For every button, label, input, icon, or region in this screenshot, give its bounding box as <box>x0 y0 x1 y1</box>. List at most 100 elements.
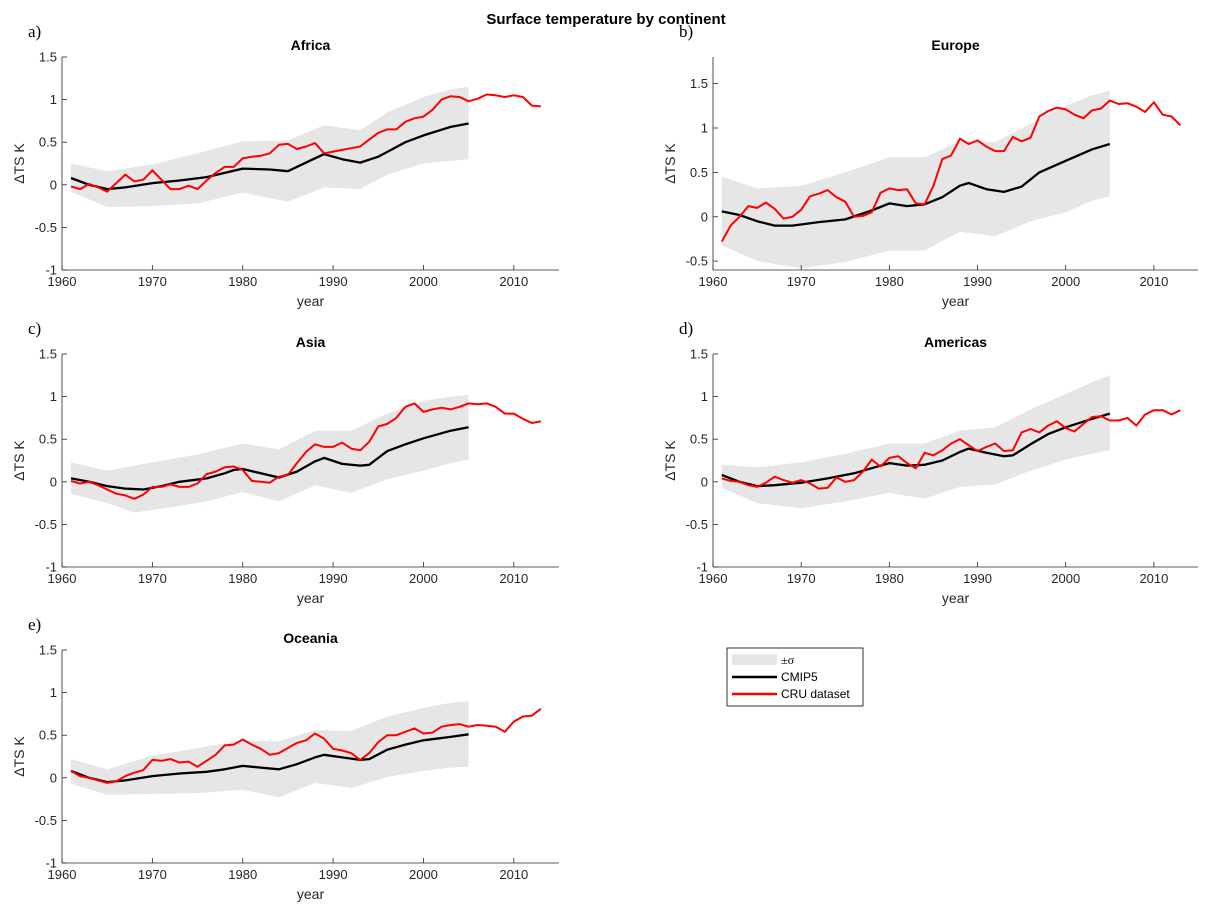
y-tick-label: 1 <box>50 389 57 404</box>
y-tick-label: -1 <box>45 560 57 575</box>
x-tick-label: 1960 <box>48 571 77 586</box>
x-tick-label: 1960 <box>48 274 77 289</box>
panel-title: Americas <box>924 334 987 350</box>
sigma-band <box>721 90 1110 269</box>
x-tick-label: 1960 <box>48 867 77 882</box>
x-axis-label: year <box>942 293 970 309</box>
y-tick-label: 0 <box>50 474 57 489</box>
panel-title: Africa <box>291 37 331 53</box>
y-tick-label: -0.5 <box>35 220 57 235</box>
panel-americas: 1960 1970 1980 1990 2000 2010 -1 -0.5 0 0.5 1 1.5 Am… <box>662 319 1198 606</box>
x-axis-label: year <box>297 293 325 309</box>
sigma-band <box>71 394 469 513</box>
y-tick-label: -0.5 <box>35 517 57 532</box>
panel-africa: 1960 1970 1980 1990 2000 2010 -1 -0.5 0 0.5 1 1.5 Af… <box>11 22 559 309</box>
y-tick-label: 1.5 <box>690 76 708 91</box>
y-tick-label: -0.5 <box>686 254 708 269</box>
x-tick-label: 2010 <box>499 571 528 586</box>
x-tick-label: 1980 <box>875 274 904 289</box>
x-tick-label: 1990 <box>319 867 348 882</box>
panel-europe: 1960 1970 1980 1990 2000 2010 -0.5 0 0.5 1 1.5 Euro… <box>662 22 1198 309</box>
panel-title: Asia <box>296 334 326 350</box>
x-tick-label: 1970 <box>787 571 816 586</box>
x-tick-label: 1990 <box>963 274 992 289</box>
x-tick-label: 1980 <box>875 571 904 586</box>
panel-title: Oceania <box>283 630 338 646</box>
panel-asia: 1960 1970 1980 1990 2000 2010 -1 -0.5 0 0.5 1 1.5 As… <box>11 319 559 606</box>
y-tick-label: 1 <box>50 685 57 700</box>
cru-line <box>721 409 1181 490</box>
panel-title: Europe <box>931 37 979 53</box>
legend-cmip-label: CMIP5 <box>781 670 818 684</box>
y-tick-label: -0.5 <box>35 813 57 828</box>
x-axis-label: year <box>942 590 970 606</box>
legend-sigma-label: ±σ <box>781 653 795 667</box>
x-tick-label: 1980 <box>228 867 257 882</box>
y-tick-label: 0 <box>50 770 57 785</box>
y-tick-label: -1 <box>696 560 708 575</box>
y-tick-label: 1 <box>701 121 708 136</box>
cmip5-line <box>721 412 1111 488</box>
x-tick-label: 2010 <box>1139 571 1168 586</box>
y-tick-label: 0 <box>701 209 708 224</box>
x-tick-label: 2000 <box>1051 274 1080 289</box>
panel-oceania: 1960 1970 1980 1990 2000 2010 -1 -0.5 0 0.5 1 1.5 Oc… <box>11 615 559 902</box>
x-tick-label: 2010 <box>1139 274 1168 289</box>
y-tick-label: -1 <box>45 263 57 278</box>
y-axis-label: ΔTS K <box>11 143 27 184</box>
y-tick-label: 0.5 <box>690 432 708 447</box>
x-axis-label: year <box>297 590 325 606</box>
x-tick-label: 1970 <box>787 274 816 289</box>
cru-line <box>720 99 1182 243</box>
x-tick-label: 1990 <box>319 571 348 586</box>
x-tick-label: 1970 <box>138 867 167 882</box>
x-tick-label: 1990 <box>319 274 348 289</box>
y-tick-label: 1 <box>701 389 708 404</box>
cru-line <box>70 402 542 500</box>
sigma-band <box>71 86 469 207</box>
legend-cru-label: CRU dataset <box>781 687 850 701</box>
sigma-band <box>71 701 469 798</box>
y-tick-label: -1 <box>45 856 57 871</box>
panel-label: d) <box>679 319 693 338</box>
y-tick-label: 0.5 <box>39 432 57 447</box>
x-axis-label: year <box>297 886 325 902</box>
y-tick-label: 0 <box>701 474 708 489</box>
y-tick-label: 1.5 <box>39 50 57 65</box>
cru-line <box>70 93 541 193</box>
y-tick-label: 1 <box>50 92 57 107</box>
legend: ±σ CMIP5 CRU dataset <box>726 647 864 707</box>
y-tick-label: 0.5 <box>690 165 708 180</box>
x-tick-label: 1960 <box>699 571 728 586</box>
panel-label: a) <box>28 22 41 41</box>
cmip5-line <box>70 733 469 784</box>
x-tick-label: 2000 <box>409 571 438 586</box>
y-axis-label: ΔTS K <box>662 440 678 481</box>
y-axis-label: ΔTS K <box>11 736 27 777</box>
y-tick-label: 1.5 <box>39 347 57 362</box>
x-tick-label: 2010 <box>499 274 528 289</box>
panel-label: e) <box>28 615 41 634</box>
x-tick-label: 2000 <box>409 274 438 289</box>
sigma-band <box>721 375 1110 509</box>
x-tick-label: 1980 <box>228 571 257 586</box>
x-tick-label: 1990 <box>963 571 992 586</box>
y-tick-label: 0.5 <box>39 728 57 743</box>
x-tick-label: 1980 <box>228 274 257 289</box>
cmip5-line <box>70 426 469 491</box>
panel-label: c) <box>28 319 41 338</box>
x-tick-label: 2000 <box>409 867 438 882</box>
cru-line <box>70 708 542 784</box>
x-tick-label: 1970 <box>138 571 167 586</box>
y-axis-label: ΔTS K <box>662 143 678 184</box>
y-tick-label: 1.5 <box>690 347 708 362</box>
cmip5-line <box>70 122 469 191</box>
legend-sigma-swatch <box>732 654 777 665</box>
x-tick-label: 1970 <box>138 274 167 289</box>
figure-title: Surface temperature by continent <box>486 11 725 28</box>
y-tick-label: -0.5 <box>686 517 708 532</box>
y-tick-label: 1.5 <box>39 643 57 658</box>
y-tick-label: 0.5 <box>39 135 57 150</box>
x-tick-label: 2010 <box>499 867 528 882</box>
